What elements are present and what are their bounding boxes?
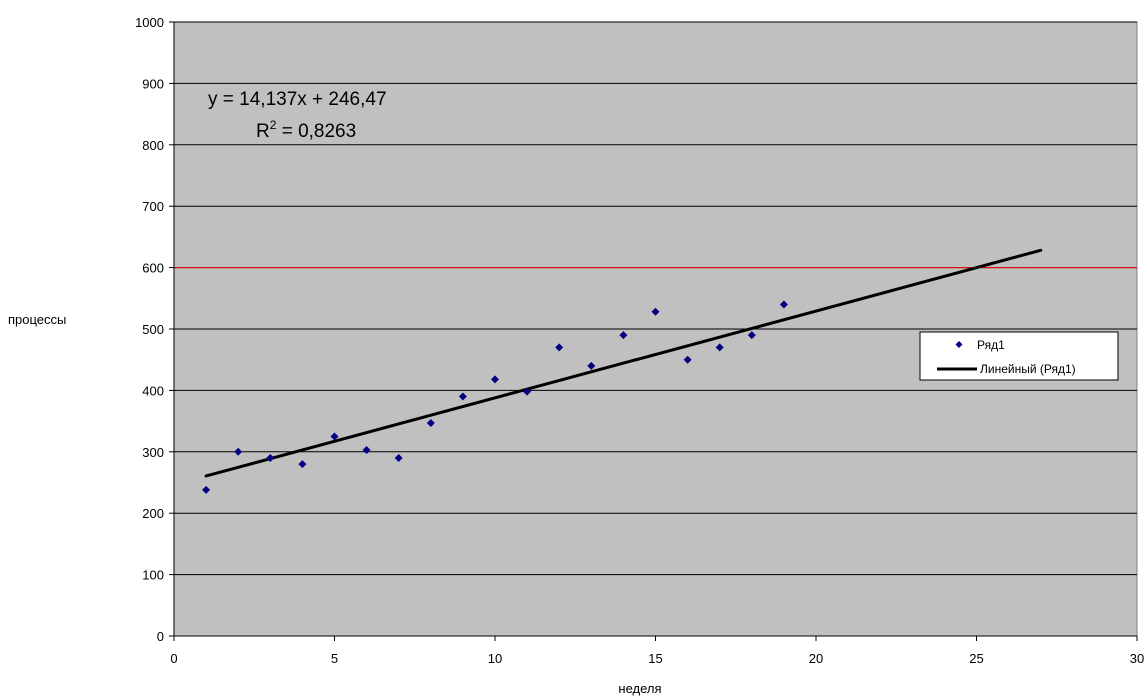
x-tick-label: 20 [809,651,823,666]
data-point [651,307,660,316]
trendline [204,248,1043,478]
legend-entry-series: Ряд1 [977,338,1005,352]
data-point [330,432,339,441]
data-point [747,331,756,340]
data-point [491,375,499,384]
y-tick-label: 900 [142,76,164,91]
x-tick-label: 0 [170,651,177,666]
x-tick-label: 5 [331,651,338,666]
y-tick-labels: 0 100 200 300 400 500 600 700 800 900 1000 [135,15,164,644]
x-tick-label: 30 [1130,651,1144,666]
data-point [298,460,307,469]
y-tick-label: 500 [142,322,164,337]
legend-entry-trendline: Линейный (Ряд1) [980,362,1076,376]
legend: Ряд1 Линейный (Ряд1) [919,331,1119,381]
r2-prefix: R [256,121,270,142]
data-point [523,387,532,396]
x-axis-title: неделя [618,681,661,696]
data-point [394,453,403,462]
trendline-equation: y = 14,137x + 246,47 [208,89,387,110]
r2-exponent: 2 [270,118,277,132]
y-tick-label: 200 [142,506,164,521]
r2-suffix: = 0,8263 [276,121,356,142]
x-tick-label: 15 [648,651,662,666]
y-tick-label: 400 [142,383,164,398]
y-tick-label: 100 [142,568,164,583]
data-points [202,300,788,494]
data-point [779,300,788,309]
x-tick-label: 10 [488,651,502,666]
y-tick-label: 800 [142,138,164,153]
x-tick-label: 25 [969,651,983,666]
trendline-group [204,248,1043,478]
y-axis-title: процессы [8,312,66,327]
data-point [619,331,628,340]
data-point [234,447,243,456]
data-point [587,361,596,370]
y-tick-label: 600 [142,261,164,276]
data-point [683,355,692,364]
x-tick-labels: 0 5 10 15 20 25 30 [170,651,1144,666]
legend-marker-diamond-icon [955,341,963,348]
data-point [458,392,467,401]
axes [169,21,1138,641]
data-point [266,453,275,462]
data-point [362,445,371,454]
legend-box [919,331,1119,381]
y-tick-label: 0 [157,629,164,644]
data-point [715,343,724,352]
y-tick-label: 700 [142,199,164,214]
y-tick-label: 300 [142,445,164,460]
trendline-r-squared: R2 = 0,8263 [256,118,356,142]
y-tick-label: 1000 [135,15,164,30]
data-point [202,485,211,494]
data-point [426,418,435,427]
data-point [555,343,564,352]
